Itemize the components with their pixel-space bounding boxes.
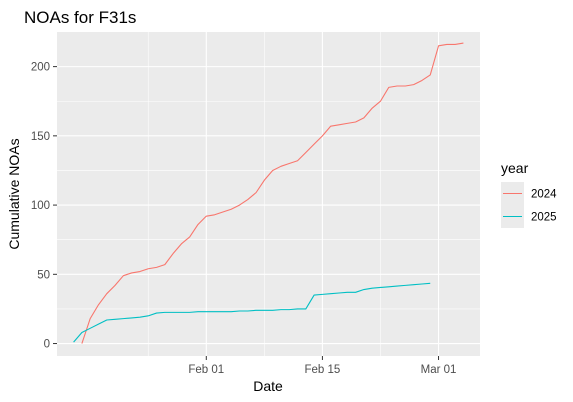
series-lines [73, 42, 464, 344]
y-tick-label: 50 [37, 269, 50, 281]
minor-gridlines [57, 32, 480, 356]
x-tick-label: Mar 01 [421, 364, 457, 376]
plot-panel [57, 32, 480, 356]
y-tick-label: 0 [44, 339, 50, 351]
legend-keys: 2024 2025 [501, 182, 557, 228]
major-gridlines [57, 32, 480, 356]
y-tick-label: 200 [31, 62, 50, 74]
x-axis-title: Date [253, 378, 283, 394]
y-tick-label: 150 [31, 131, 50, 143]
legend-label-2025: 2025 [531, 212, 557, 224]
x-tick-label: Feb 15 [305, 364, 341, 376]
series-line-2025 [73, 282, 431, 343]
chart-title: NOAs for F31s [24, 8, 136, 27]
x-axis-ticks: Feb 01 Feb 15 Mar 01 [188, 356, 456, 376]
y-tick-label: 100 [31, 200, 50, 212]
legend: year 2024 2025 [501, 160, 557, 228]
legend-label-2024: 2024 [531, 189, 557, 201]
legend-title: year [501, 160, 529, 176]
x-tick-label: Feb 01 [188, 364, 224, 376]
y-axis-ticks: 0 50 100 150 200 [31, 62, 57, 351]
y-axis-title: Cumulative NOAs [6, 138, 22, 249]
series-line-2024 [81, 42, 464, 344]
